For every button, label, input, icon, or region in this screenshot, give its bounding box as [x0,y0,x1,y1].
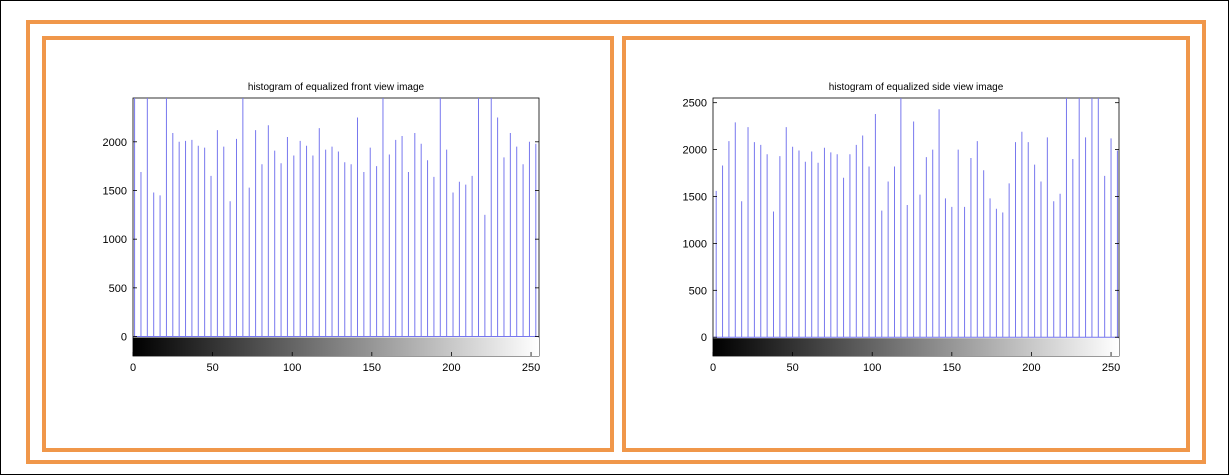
x-tick-label: 200 [442,362,460,374]
plot-area [712,97,1120,357]
x-tick-label: 50 [206,362,218,374]
x-tick-label: 150 [943,362,961,374]
y-tick-label: 0 [121,332,127,344]
grayscale-colorbar [713,338,1119,356]
plot-area [132,97,540,357]
x-tick-label: 150 [363,362,381,374]
x-tick-label: 100 [863,362,881,374]
x-tick-label: 200 [1022,362,1040,374]
chart-title: histogram of equalized side view image [829,82,1004,93]
front-view-histogram-chart: 0 500 1000 1500 2000 0 50 100 150 200 250 histogram… [103,82,541,374]
y-tick-label: 1500 [683,192,707,204]
x-tick-label: 250 [1102,362,1120,374]
y-tick-label: 1000 [683,238,707,250]
y-tick-label: 1000 [103,234,127,246]
x-tick-label: 50 [786,362,798,374]
y-tick-label: 0 [701,332,707,344]
outer-highlight-border [26,20,1206,464]
y-tick-label: 500 [689,285,707,297]
side-view-panel: 0 500 1000 1500 2000 2500 0 50 100 150 200 250 histo… [622,36,1190,452]
x-tick-label: 100 [283,362,301,374]
y-tick-label: 2000 [683,145,707,157]
y-tick-label: 500 [109,283,127,295]
x-tick-label: 0 [710,362,716,374]
y-tick-label: 2000 [103,137,127,149]
y-tick-label: 1500 [103,185,127,197]
front-view-panel: 0 500 1000 1500 2000 0 50 100 150 200 250 histogram… [42,36,614,452]
y-tick-label: 2500 [683,98,707,110]
side-view-histogram-chart: 0 500 1000 1500 2000 2500 0 50 100 150 200 250 histo… [683,82,1121,374]
chart-title: histogram of equalized front view image [248,82,425,93]
x-tick-label: 250 [522,362,540,374]
grayscale-colorbar [133,337,539,356]
x-tick-label: 0 [130,362,136,374]
